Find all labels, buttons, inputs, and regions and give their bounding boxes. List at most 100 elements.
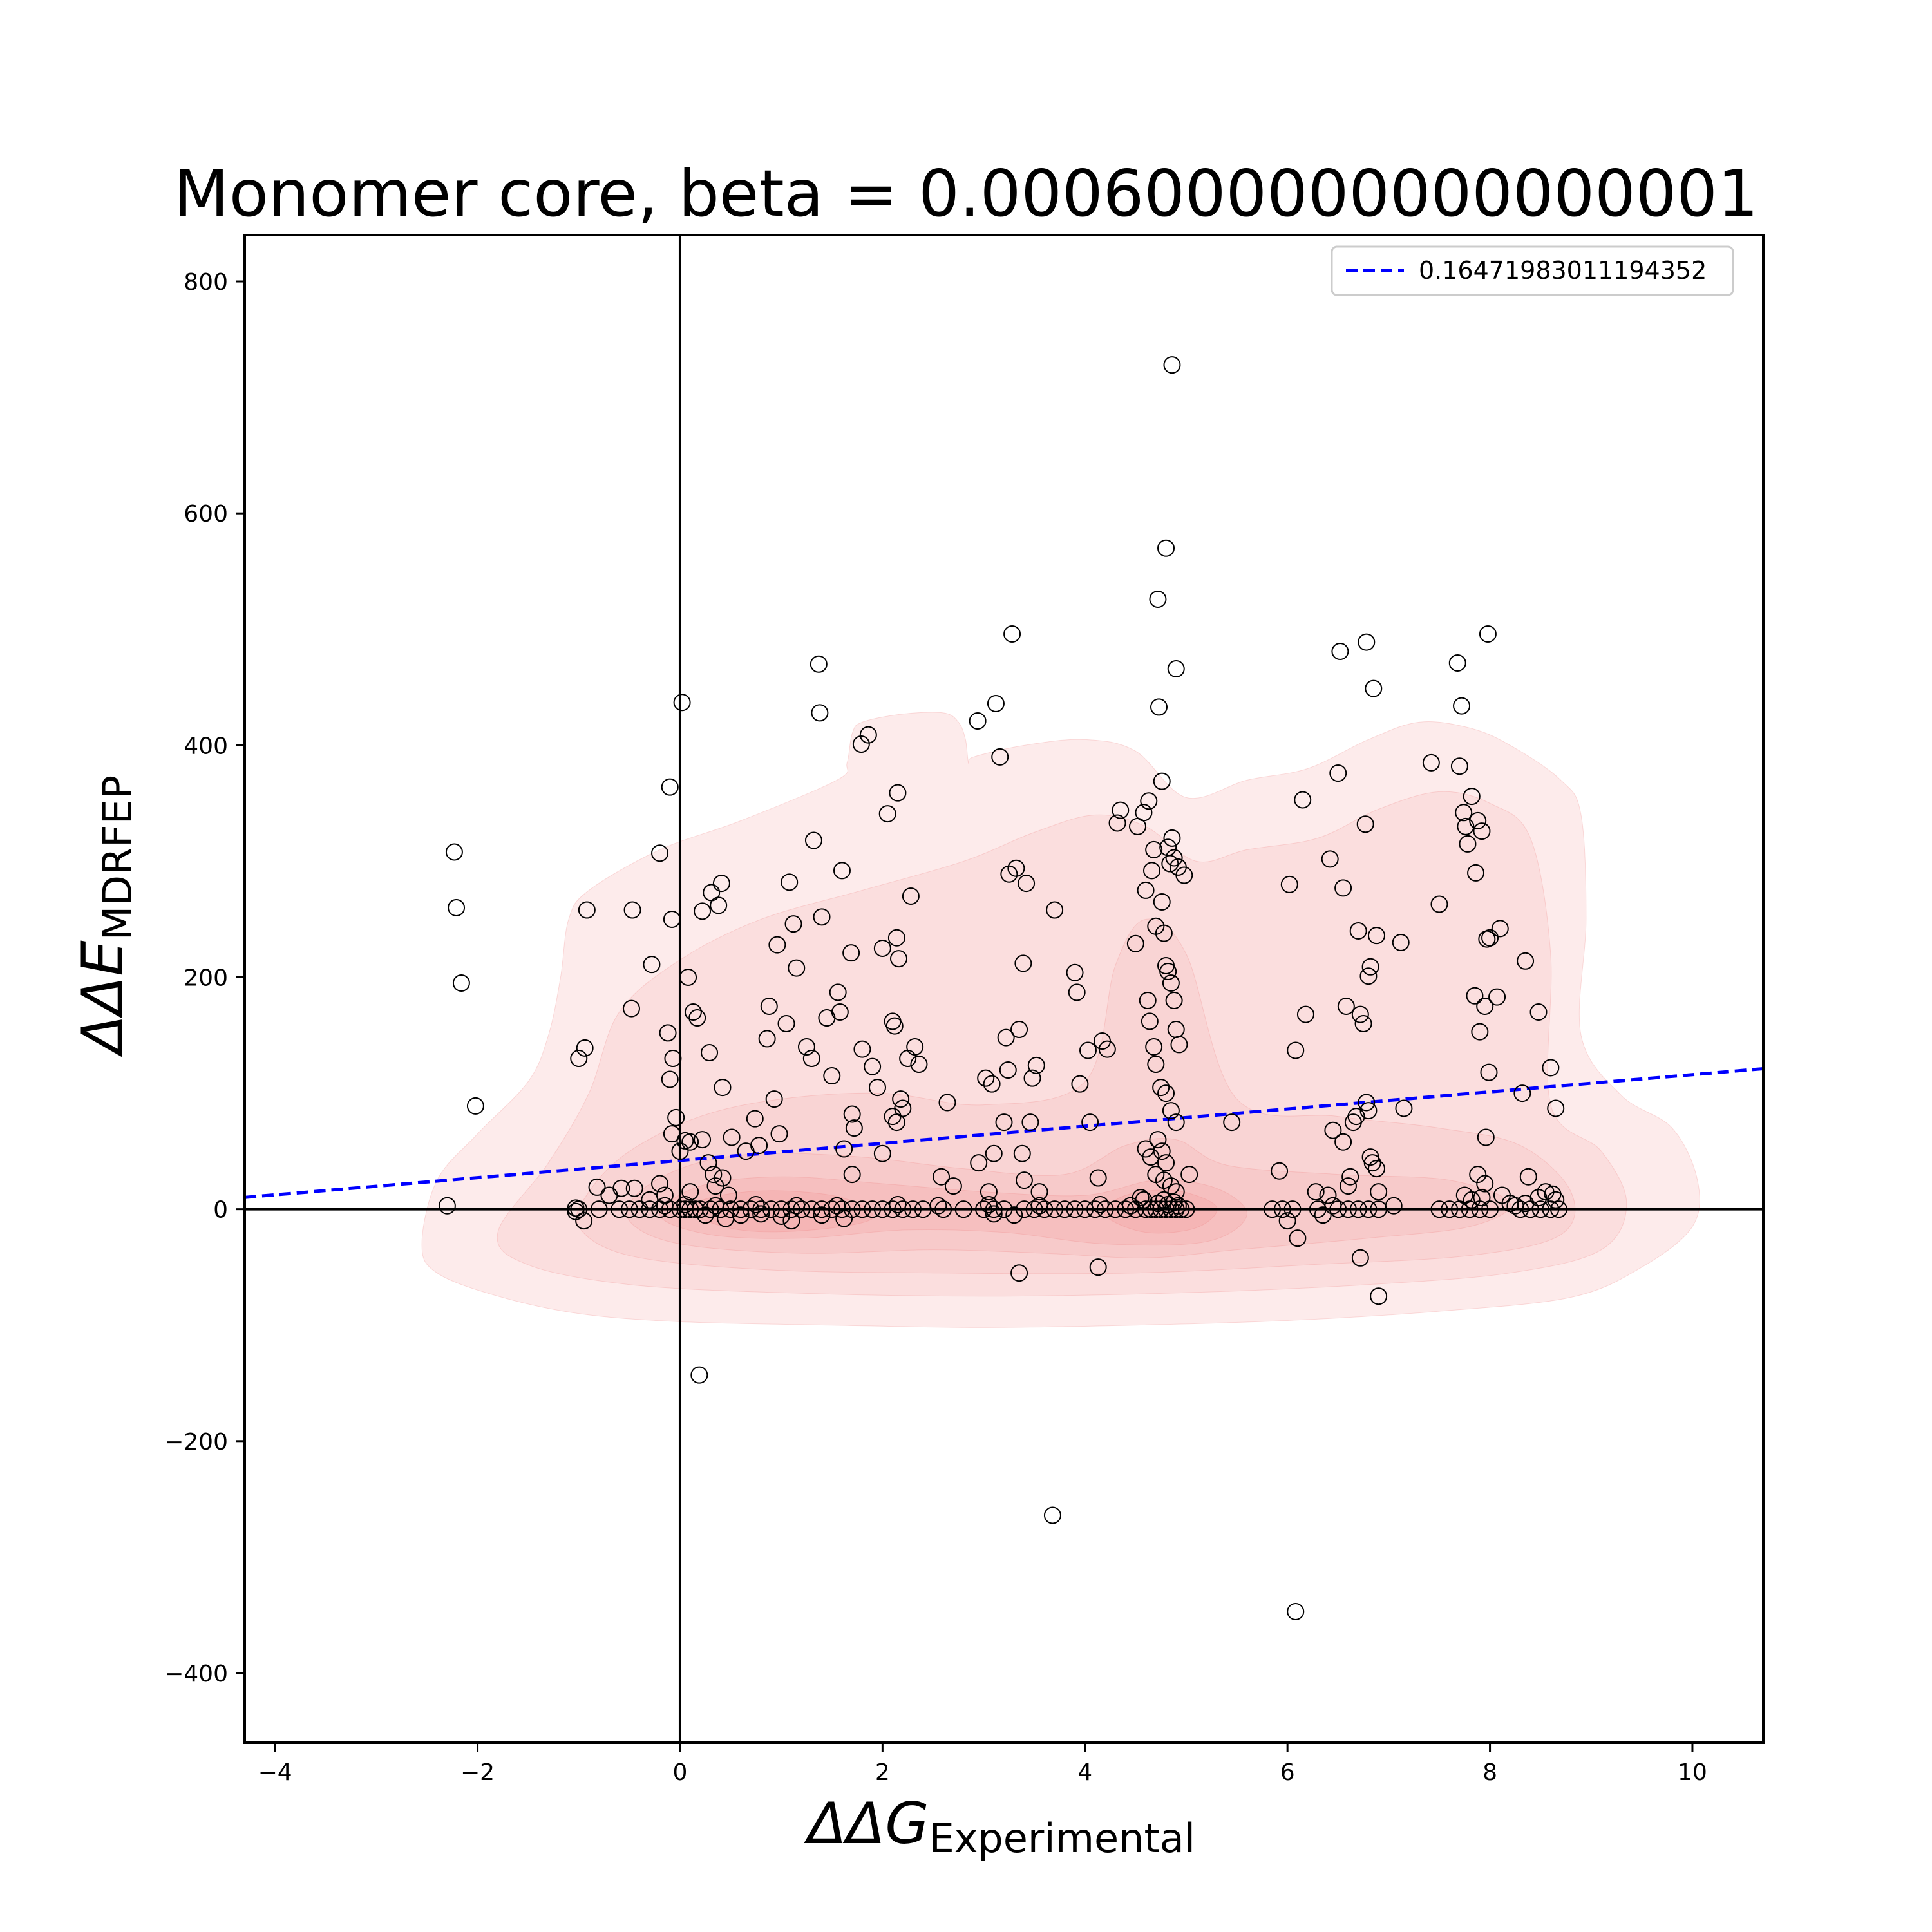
data-point bbox=[1157, 1084, 1175, 1103]
data-point bbox=[681, 1183, 699, 1201]
y-axis-label-subscript: MDRFEP bbox=[94, 775, 141, 941]
data-point bbox=[1126, 934, 1144, 952]
data-point bbox=[690, 1366, 708, 1384]
data-point bbox=[1089, 1258, 1107, 1276]
plot-area: −4 −2 0 2 4 6 8 10 −400 −200 0 200 400 600 800 bbox=[164, 234, 1765, 1786]
data-point bbox=[1167, 1200, 1185, 1218]
y-tick-label: 400 bbox=[184, 733, 228, 759]
data-point bbox=[1329, 764, 1347, 782]
data-point bbox=[788, 959, 806, 977]
legend-box bbox=[1331, 245, 1734, 296]
data-point bbox=[980, 1183, 998, 1201]
data-point bbox=[673, 694, 691, 712]
y-tick-label: 200 bbox=[184, 965, 228, 991]
data-point bbox=[1395, 1099, 1413, 1117]
data-point bbox=[1010, 1021, 1028, 1039]
data-point bbox=[1027, 1056, 1045, 1074]
data-point bbox=[752, 1205, 770, 1223]
data-point bbox=[889, 784, 907, 802]
y-tick-label: 0 bbox=[213, 1197, 228, 1224]
data-point bbox=[1278, 1212, 1296, 1230]
data-point bbox=[772, 1207, 790, 1225]
x-axis-label-subscript: Experimental bbox=[929, 1815, 1195, 1862]
fit-line bbox=[245, 1066, 1763, 1199]
data-point bbox=[1339, 1177, 1357, 1195]
data-point bbox=[1331, 642, 1349, 660]
y-axis-label: ΔΔEMDRFEP bbox=[70, 775, 141, 1058]
data-point bbox=[1169, 1197, 1187, 1215]
data-point bbox=[1005, 1206, 1023, 1224]
data-point bbox=[1463, 788, 1481, 806]
data-point bbox=[938, 1094, 956, 1112]
data-point bbox=[853, 1200, 871, 1218]
data-point bbox=[712, 875, 730, 893]
data-point bbox=[701, 1200, 719, 1218]
data-point bbox=[1448, 654, 1466, 672]
data-point bbox=[873, 939, 891, 957]
data-point bbox=[1356, 815, 1374, 833]
data-point bbox=[1108, 814, 1126, 832]
data-point bbox=[714, 1079, 732, 1097]
data-point bbox=[813, 1206, 831, 1224]
data-point bbox=[1549, 1200, 1567, 1218]
data-point bbox=[681, 1133, 699, 1151]
data-point bbox=[570, 1050, 588, 1068]
data-point bbox=[777, 1015, 795, 1033]
x-tick-label: 10 bbox=[1678, 1759, 1707, 1786]
x-tick-label: 2 bbox=[875, 1759, 890, 1786]
data-point bbox=[934, 1200, 952, 1218]
data-point bbox=[1289, 1229, 1307, 1247]
data-point bbox=[1358, 1094, 1376, 1112]
data-point bbox=[781, 873, 799, 891]
data-point bbox=[1030, 1197, 1048, 1215]
data-point bbox=[765, 1090, 783, 1108]
data-point bbox=[706, 1197, 724, 1215]
data-point bbox=[843, 1166, 861, 1184]
data-point bbox=[1162, 974, 1180, 992]
data-point bbox=[810, 655, 828, 673]
data-point bbox=[1365, 679, 1383, 697]
data-point bbox=[1056, 1200, 1074, 1218]
data-point bbox=[1392, 933, 1410, 951]
data-point bbox=[997, 1028, 1015, 1046]
data-point bbox=[784, 915, 802, 933]
data-point bbox=[1296, 1005, 1314, 1023]
data-point bbox=[1140, 792, 1158, 810]
y-axis-label-symbol: ΔΔE bbox=[70, 940, 136, 1057]
data-point bbox=[831, 1003, 849, 1021]
data-point bbox=[687, 1200, 705, 1218]
data-point bbox=[676, 1200, 694, 1218]
legend-entry-label: 0.16471983011194352 bbox=[1419, 256, 1707, 285]
data-point bbox=[466, 1097, 484, 1115]
data-point bbox=[977, 1069, 995, 1087]
data-point bbox=[884, 1200, 902, 1218]
data-point bbox=[1091, 1195, 1109, 1213]
data-point bbox=[1334, 1133, 1352, 1151]
y-axis-ticks: −400 −200 0 200 400 600 800 bbox=[164, 269, 245, 1687]
x-tick-label: 6 bbox=[1280, 1759, 1295, 1786]
data-point bbox=[1359, 1102, 1378, 1120]
data-point bbox=[1167, 1113, 1185, 1132]
data-point bbox=[892, 1090, 910, 1108]
data-point bbox=[1167, 1183, 1185, 1201]
data-point bbox=[688, 1009, 706, 1027]
data-point bbox=[910, 1056, 928, 1074]
data-point bbox=[732, 1206, 750, 1224]
data-point bbox=[1152, 1079, 1170, 1097]
data-point bbox=[600, 1186, 618, 1204]
data-point bbox=[664, 1050, 682, 1068]
data-point bbox=[651, 1175, 669, 1193]
data-point bbox=[1142, 1148, 1160, 1166]
data-point bbox=[701, 1044, 719, 1062]
data-point bbox=[684, 1003, 702, 1021]
data-point bbox=[1150, 698, 1168, 716]
data-point bbox=[1321, 850, 1339, 868]
data-point bbox=[985, 1144, 1003, 1162]
data-point bbox=[1469, 811, 1487, 829]
data-point bbox=[623, 999, 641, 1018]
y-tick-label: −200 bbox=[164, 1429, 228, 1455]
data-point bbox=[679, 968, 697, 986]
data-point bbox=[852, 735, 870, 753]
data-point bbox=[1149, 590, 1167, 608]
